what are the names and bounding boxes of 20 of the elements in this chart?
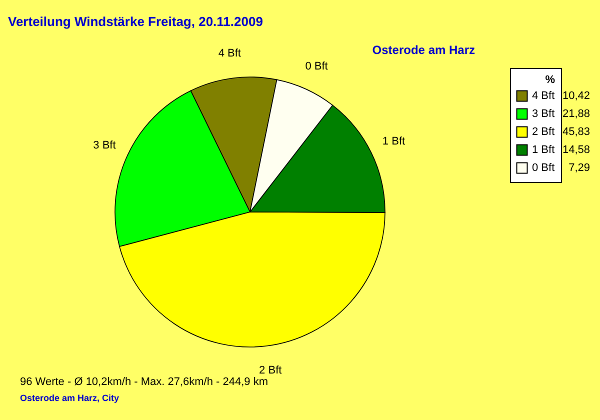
legend-label: 3 Bft <box>532 108 555 120</box>
data-label: 21,88 <box>562 108 590 120</box>
text: Osterode am Harz, City <box>20 393 120 403</box>
data-label: 10,42 <box>562 90 590 102</box>
data-label: 45,83 <box>562 126 590 138</box>
legend-label: 1 Bft <box>532 144 555 156</box>
data-label: 7,29 <box>568 162 590 174</box>
text: 96 Werte - Ø 10,2km/h - Max. 27,6km/h - 244,9 km <box>20 376 268 388</box>
legend-label: 4 Bft <box>532 90 555 102</box>
slice-label: 3 Bft <box>93 139 116 152</box>
slice-label: 1 Bft <box>382 136 406 148</box>
data-label: 14,58 <box>562 144 590 156</box>
chart-subtitle: Osterode am Harz <box>372 43 475 57</box>
slice-label: 2 Bft <box>259 364 282 377</box>
slice-label: 0 Bft <box>305 60 328 72</box>
slice-label: 4 Bft <box>218 47 241 60</box>
legend-title: % <box>545 74 556 86</box>
legend-label: 2 Bft <box>532 126 555 138</box>
chart-title: Verteilung Windstärke Freitag, 20.11.2009 <box>8 14 263 29</box>
legend-label: 0 Bft <box>532 162 555 174</box>
